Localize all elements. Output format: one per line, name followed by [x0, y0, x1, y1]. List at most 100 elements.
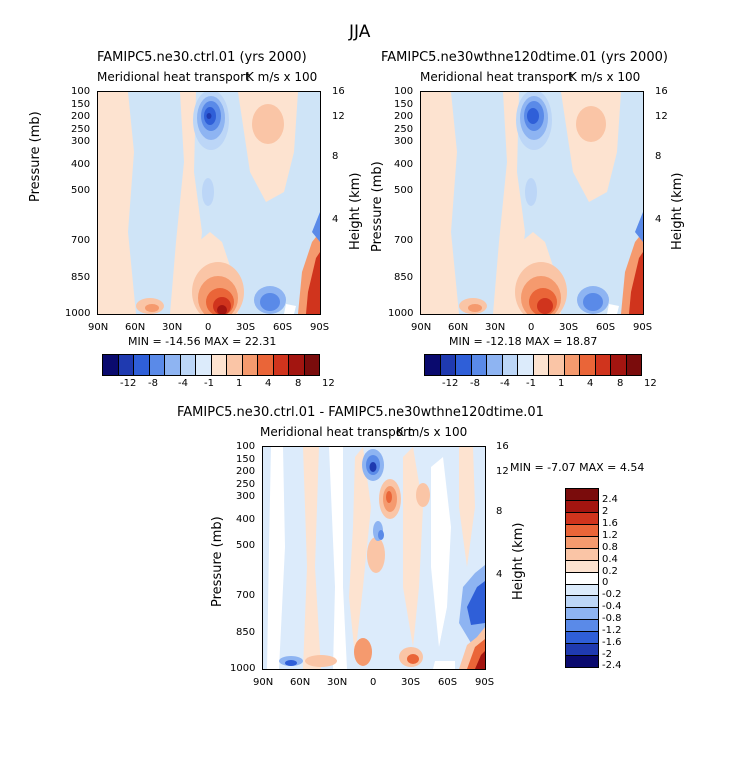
pressure-tick: 500 — [236, 540, 256, 551]
y-axis-label: Pressure (mb) — [370, 161, 385, 252]
pressure-tick: 850 — [71, 272, 91, 283]
colorbar — [102, 354, 320, 376]
colorbar-swatch — [566, 500, 598, 513]
colorbar-swatch — [533, 355, 549, 375]
colorbar-label: -1.2 — [602, 625, 622, 636]
lat-tick: 0 — [205, 322, 212, 333]
colorbar-label: -4 — [178, 378, 188, 389]
colorbar-swatch — [564, 355, 580, 375]
pressure-tick: 500 — [394, 185, 414, 196]
pressure-tick: 100 — [71, 86, 91, 97]
colorbar-swatch — [258, 355, 274, 375]
pressure-tick: 400 — [71, 159, 91, 170]
height-tick: 16 — [655, 86, 668, 97]
colorbar-label: -1.6 — [602, 637, 622, 648]
colorbar — [424, 354, 642, 376]
y2-axis-label: Height (km) — [670, 172, 685, 250]
colorbar-swatch — [118, 355, 134, 375]
colorbar-label: 2.4 — [602, 494, 618, 505]
height-tick: 12 — [332, 111, 345, 122]
colorbar-swatch — [487, 355, 503, 375]
colorbar-swatch — [471, 355, 487, 375]
colorbar — [565, 488, 599, 668]
colorbar-swatch — [566, 512, 598, 525]
lat-tick: 0 — [370, 677, 377, 688]
pressure-tick: 850 — [394, 272, 414, 283]
colorbar-swatch — [180, 355, 196, 375]
colorbar-label: 12 — [644, 378, 657, 389]
colorbar-swatch — [566, 584, 598, 597]
pressure-tick: 100 — [236, 441, 256, 452]
colorbar-label: -2 — [602, 649, 612, 660]
pressure-tick: 250 — [236, 479, 256, 490]
pressure-tick: 250 — [71, 124, 91, 135]
height-tick: 4 — [332, 214, 339, 225]
colorbar-swatch — [304, 355, 319, 375]
lat-tick: 90N — [253, 677, 274, 688]
colorbar-swatch — [566, 524, 598, 537]
lat-tick: 30N — [162, 322, 183, 333]
colorbar-label: -8 — [148, 378, 158, 389]
y2-axis-label: Height (km) — [511, 522, 526, 600]
pressure-tick: 700 — [71, 235, 91, 246]
lat-tick: 30S — [236, 322, 256, 333]
pressure-tick: 200 — [236, 466, 256, 477]
colorbar-swatch — [456, 355, 472, 375]
lat-tick: 90N — [88, 322, 109, 333]
lat-tick: 30N — [327, 677, 348, 688]
contour-field — [421, 92, 643, 314]
colorbar-swatch — [134, 355, 150, 375]
colorbar-swatch — [227, 355, 243, 375]
colorbar-label: 8 — [295, 378, 302, 389]
colorbar-label: -2.4 — [602, 660, 622, 671]
colorbar-swatch — [103, 355, 119, 375]
colorbar-swatch — [611, 355, 627, 375]
pressure-tick: 1000 — [230, 663, 256, 674]
figure-title: JJA — [349, 22, 371, 42]
colorbar-swatch — [566, 572, 598, 585]
colorbar-label: 4 — [587, 378, 594, 389]
colorbar-label: -0.8 — [602, 613, 622, 624]
colorbar-swatch — [566, 560, 598, 573]
colorbar-swatch — [289, 355, 305, 375]
height-tick: 16 — [332, 86, 345, 97]
lat-tick: 0 — [528, 322, 535, 333]
colorbar-label: 0.8 — [602, 542, 618, 553]
colorbar-label: -4 — [500, 378, 510, 389]
y2-axis-label: Height (km) — [348, 172, 363, 250]
height-tick: 12 — [496, 466, 509, 477]
colorbar-swatch — [566, 596, 598, 609]
colorbar-label: 1.2 — [602, 530, 618, 541]
lat-tick: 60S — [596, 322, 616, 333]
lat-tick: 90N — [411, 322, 432, 333]
pressure-tick: 400 — [236, 514, 256, 525]
contour-plot — [420, 91, 644, 315]
lat-tick: 90S — [475, 677, 495, 688]
colorbar-swatch — [196, 355, 212, 375]
pressure-tick: 200 — [71, 111, 91, 122]
colorbar-swatch — [595, 355, 611, 375]
colorbar-swatch — [566, 608, 598, 621]
colorbar-label: -12 — [120, 378, 137, 389]
colorbar-label: -0.4 — [602, 601, 622, 612]
colorbar-swatch — [518, 355, 534, 375]
lat-tick: 90S — [310, 322, 330, 333]
colorbar-swatch — [440, 355, 456, 375]
colorbar-label: -0.2 — [602, 589, 622, 600]
lat-tick: 60N — [290, 677, 311, 688]
colorbar-swatch — [626, 355, 641, 375]
pressure-tick: 700 — [394, 235, 414, 246]
lat-tick: 60S — [273, 322, 293, 333]
colorbar-label: -1 — [526, 378, 536, 389]
panel-subtitle: Meridional heat transport — [97, 70, 250, 84]
pressure-tick: 300 — [236, 491, 256, 502]
min-max-label: MIN = -14.56 MAX = 22.31 — [128, 335, 277, 348]
colorbar-swatch — [566, 489, 598, 501]
height-tick: 12 — [655, 111, 668, 122]
contour-plot — [97, 91, 321, 315]
pressure-tick: 400 — [394, 159, 414, 170]
colorbar-swatch — [273, 355, 289, 375]
panel-title: FAMIPC5.ne30wthne120dtime.01 (yrs 2000) — [381, 50, 668, 65]
lat-tick: 90S — [633, 322, 653, 333]
height-tick: 4 — [655, 214, 662, 225]
